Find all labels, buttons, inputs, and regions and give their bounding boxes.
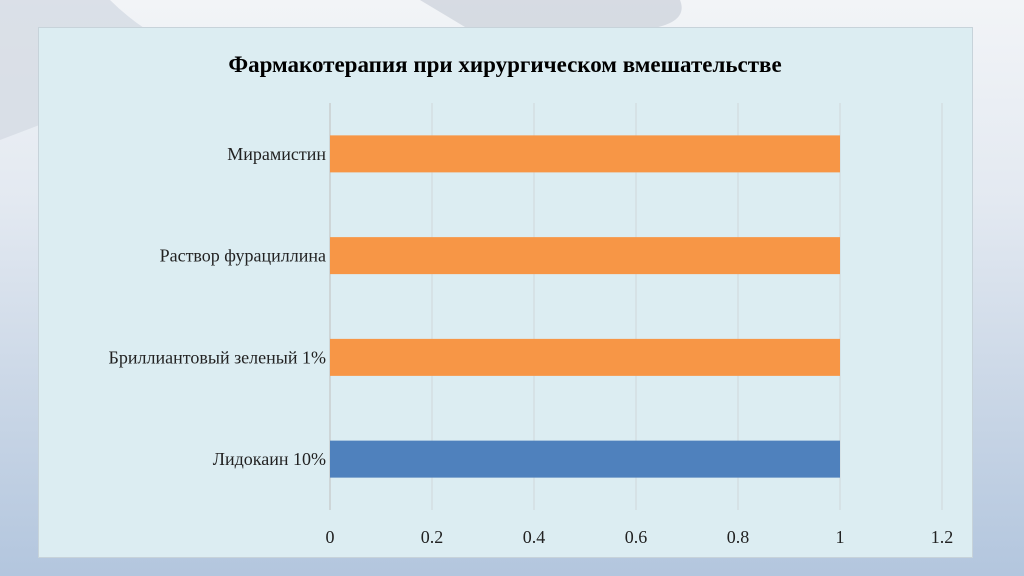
bar bbox=[330, 237, 840, 275]
x-tick-label: 0.8 bbox=[727, 527, 750, 547]
category-label: Раствор фурациллина bbox=[160, 246, 326, 266]
x-tick-label: 1 bbox=[836, 527, 845, 547]
category-label: Бриллиантовый зеленый 1% bbox=[109, 347, 326, 367]
bar bbox=[330, 135, 840, 173]
chart-title: Фармакотерапия при хирургическом вмешате… bbox=[228, 52, 782, 77]
bar bbox=[330, 338, 840, 376]
x-tick-label: 0.4 bbox=[523, 527, 546, 547]
x-tick-label: 0 bbox=[326, 527, 335, 547]
category-label: Лидокаин 10% bbox=[213, 449, 326, 469]
category-label: Мирамистин bbox=[227, 144, 326, 164]
x-tick-label: 1.2 bbox=[931, 527, 954, 547]
x-tick-label: 0.6 bbox=[625, 527, 648, 547]
bar bbox=[330, 440, 840, 478]
x-tick-label: 0.2 bbox=[421, 527, 444, 547]
